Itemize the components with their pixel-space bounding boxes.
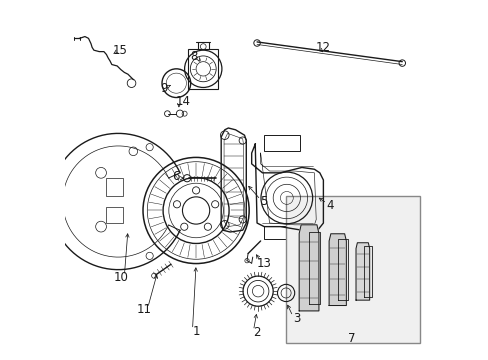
- Text: 2: 2: [253, 326, 260, 339]
- Bar: [106, 178, 122, 196]
- Text: 10: 10: [113, 271, 128, 284]
- Text: 3: 3: [292, 311, 300, 325]
- Text: 11: 11: [136, 303, 151, 316]
- Bar: [106, 207, 122, 223]
- Text: 13: 13: [256, 257, 271, 270]
- Text: 14: 14: [175, 95, 190, 108]
- Polygon shape: [299, 225, 318, 311]
- Text: 4: 4: [326, 199, 334, 212]
- Text: 8: 8: [190, 50, 198, 63]
- Text: 6: 6: [172, 170, 179, 183]
- Text: 12: 12: [315, 41, 330, 54]
- Polygon shape: [337, 239, 347, 300]
- Bar: [264, 226, 300, 239]
- Polygon shape: [364, 246, 371, 297]
- Bar: [188, 49, 218, 89]
- Polygon shape: [308, 232, 319, 304]
- Bar: [285, 196, 419, 343]
- Text: 15: 15: [112, 44, 127, 57]
- Text: 9: 9: [160, 82, 167, 95]
- Text: 1: 1: [192, 325, 200, 338]
- Polygon shape: [355, 243, 369, 300]
- Text: 5: 5: [260, 195, 267, 208]
- Text: 7: 7: [347, 332, 355, 345]
- Polygon shape: [328, 234, 346, 306]
- Bar: [264, 135, 300, 151]
